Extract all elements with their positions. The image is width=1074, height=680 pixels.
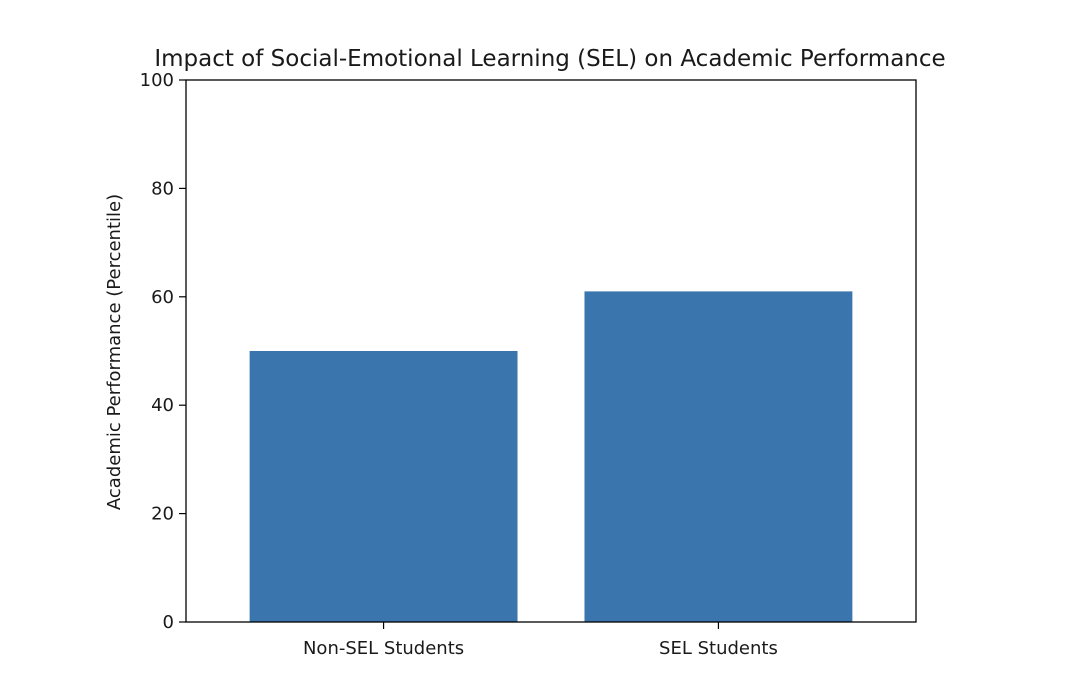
bars-group	[249, 291, 853, 622]
y-tick-label-0: 0	[163, 612, 174, 633]
x-tick-label-1: SEL Students	[659, 638, 778, 659]
bar-0	[249, 351, 518, 622]
y-axis-ticks: 0 20 40 60 80 100	[140, 70, 186, 633]
y-tick-label-5: 100	[140, 70, 174, 91]
plot-frame	[185, 79, 917, 623]
y-axis-label: Academic Performance (Percentile)	[104, 194, 125, 510]
y-tick-label-1: 20	[151, 504, 174, 525]
x-tick-label-0: Non-SEL Students	[303, 638, 464, 659]
chart-title: Impact of Social-Emotional Learning (SEL…	[154, 46, 945, 72]
y-tick-label-4: 80	[151, 178, 174, 199]
bar-1	[584, 291, 853, 622]
x-axis-ticks: Non-SEL Students SEL Students	[303, 622, 778, 659]
y-tick-label-3: 60	[151, 287, 174, 308]
y-tick-label-2: 40	[151, 395, 174, 416]
